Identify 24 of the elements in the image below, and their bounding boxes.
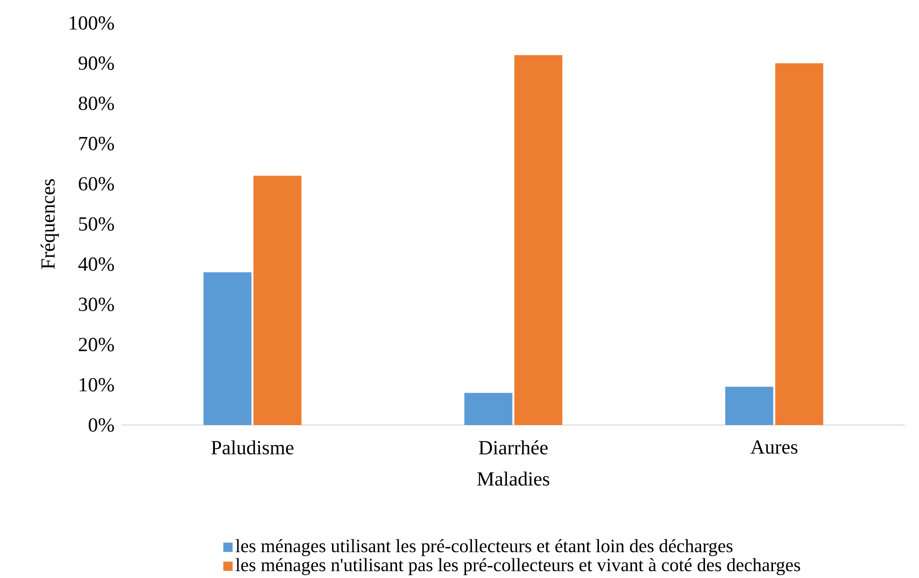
y-axis-title: Fréquences	[40, 178, 59, 269]
y-tick-label: 100%	[70, 16, 114, 30]
y-tick-label: 10%	[80, 378, 114, 392]
y-tick-label: 60%	[78, 176, 114, 190]
y-tick-label: 30%	[78, 297, 114, 311]
y-tick-label: 0%	[88, 418, 114, 432]
x-axis-title: Maladies	[477, 471, 550, 486]
y-tick-label: 70%	[79, 136, 114, 150]
bar	[725, 386, 774, 425]
bar	[775, 62, 824, 425]
x-tick-label: Diarrhée	[478, 440, 548, 454]
y-tick-label: 90%	[78, 56, 114, 70]
y-tick-label: 20%	[78, 338, 114, 352]
bar	[203, 272, 252, 425]
legend-label: les ménages utilisant les pré-collecteurs et étant loin des décharges	[236, 538, 732, 556]
y-tick-label: 80%	[78, 96, 114, 110]
bar	[514, 54, 562, 425]
y-tick-label: 50%	[79, 217, 114, 231]
bar	[464, 392, 512, 425]
x-tick-label: Aures	[750, 440, 798, 454]
y-tick-label: 40%	[78, 257, 114, 271]
legend-label: les ménages n'utilisant pas les pré-collecteurs et vivant à coté des decharges	[236, 558, 800, 575]
bar	[253, 176, 302, 425]
x-tick-label: Paludisme	[211, 440, 294, 454]
